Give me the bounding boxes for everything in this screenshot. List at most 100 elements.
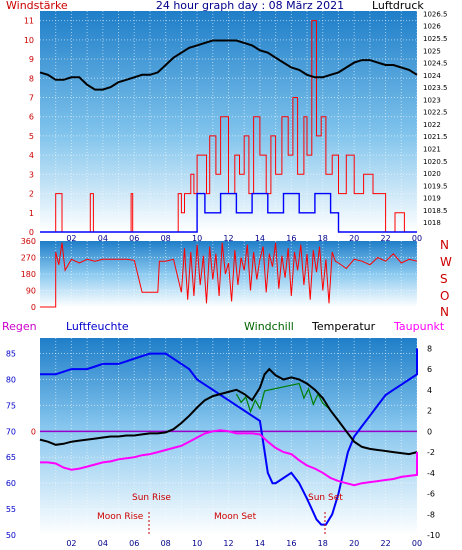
dir-label-o: O [440, 289, 449, 303]
wind-pressure-plot [39, 20, 418, 233]
wind-tick-label: 3 [29, 170, 34, 179]
pressure-tick-label: 1019 [423, 195, 441, 203]
tick-labels: 0123456789101110181018.510191019.5102010… [6, 10, 448, 548]
humidity-tick-label: 60 [6, 479, 16, 488]
wind-tick-label: 7 [29, 93, 34, 102]
wind-tick-label: 0 [29, 228, 34, 237]
sun-set-label: Sun Set [308, 493, 343, 503]
dir-label-n-bottom: N [440, 305, 449, 319]
x-tick-label: 06 [129, 234, 139, 243]
wind-header-label: Windstärke [6, 0, 68, 12]
pressure-tick-label: 1020 [423, 170, 441, 178]
pressure-tick-label: 1019.5 [423, 182, 448, 190]
wind-direction-line [40, 242, 418, 308]
temperature-tick-label: 0 [427, 427, 432, 436]
pressure-line [39, 39, 418, 91]
dewpoint-line [40, 429, 418, 487]
direction-tick-label: 0 [31, 303, 36, 312]
x-tick-label: 16 [286, 539, 296, 548]
temperature-tick-label: 4 [427, 386, 432, 395]
x-tick-label: 18 [318, 539, 328, 548]
wind-tick-label: 1 [29, 209, 34, 218]
x-tick-label: 16 [286, 234, 296, 243]
x-tick-label: 14 [255, 234, 265, 243]
x-tick-label: 22 [380, 539, 390, 548]
x-tick-label: 22 [380, 234, 390, 243]
dir-label-s: S [440, 272, 448, 286]
x-tick-label: 20 [349, 234, 359, 243]
windchill-line [235, 382, 330, 414]
wind-tick-label: 2 [29, 190, 34, 199]
pressure-tick-label: 1022 [423, 121, 441, 129]
wind-tick-label: 5 [29, 132, 34, 141]
temperature-tick-label: -4 [427, 469, 435, 478]
x-tick-label: 02 [66, 234, 76, 243]
x-tick-label: 08 [161, 234, 171, 243]
wind-direction-plot [40, 242, 418, 308]
temperature-tick-label: -2 [427, 448, 435, 457]
moon-rise-label: Moon Rise [97, 512, 144, 522]
pressure-tick-label: 1025.5 [423, 35, 448, 43]
x-tick-label: 12 [223, 539, 233, 548]
direction-tick-label: 90 [26, 287, 36, 296]
wind-tick-label: 10 [24, 36, 34, 45]
temperature-tick-label: 6 [427, 365, 432, 374]
x-tick-label: 14 [255, 539, 265, 548]
temperature-tick-label: 8 [427, 344, 432, 353]
taupunkt-label: Taupunkt [393, 320, 445, 333]
humidity-tick-label: 75 [6, 401, 16, 410]
rain-tick-label: 0 [31, 427, 36, 436]
wind-gust-line [40, 192, 417, 233]
x-tick-label: 04 [98, 234, 108, 243]
x-tick-label: 18 [318, 234, 328, 243]
wind-tick-label: 4 [29, 151, 34, 160]
humidity-tick-label: 70 [6, 427, 16, 436]
wind-tick-label: 6 [29, 113, 34, 122]
humidity-temperature-plot [39, 348, 418, 526]
humidity-tick-label: 80 [6, 375, 16, 384]
x-tick-label: 04 [98, 539, 108, 548]
pressure-tick-label: 1021 [423, 146, 441, 154]
humidity-tick-label: 85 [6, 350, 16, 359]
x-tick-label: 00 [412, 234, 422, 243]
humidity-line [40, 348, 418, 526]
pressure-tick-label: 1024 [423, 72, 441, 80]
temperatur-label: Temperatur [311, 320, 376, 333]
x-tick-label: 10 [192, 539, 202, 548]
x-tick-label: 02 [66, 539, 76, 548]
temperature-line [39, 367, 418, 456]
pressure-tick-label: 1025 [423, 47, 441, 55]
x-tick-label: 06 [129, 539, 139, 548]
direction-tick-label: 270 [21, 254, 36, 263]
pressure-tick-label: 1023 [423, 96, 441, 104]
chart-title: 24 hour graph day : 08 März 2021 [156, 0, 344, 12]
pressure-tick-label: 1018.5 [423, 207, 448, 215]
humidity-tick-label: 50 [6, 531, 16, 540]
pressure-tick-label: 1023.5 [423, 84, 448, 92]
windchill-label: Windchill [244, 320, 294, 333]
wind-tick-label: 8 [29, 74, 34, 83]
x-tick-label: 20 [349, 539, 359, 548]
humidity-temperature-panel [40, 338, 417, 535]
direction-tick-label: 180 [21, 270, 36, 279]
x-tick-label: 00 [412, 539, 422, 548]
x-tick-label: 12 [223, 234, 233, 243]
dir-label-w: W [440, 255, 452, 269]
wind-speed-line [40, 20, 417, 233]
wind-tick-label: 11 [24, 17, 34, 26]
pressure-tick-label: 1021.5 [423, 133, 448, 141]
humidity-tick-label: 55 [6, 505, 16, 514]
pressure-tick-label: 1026.5 [423, 10, 448, 18]
temperature-tick-label: 2 [427, 407, 432, 416]
x-tick-label: 08 [161, 539, 171, 548]
pressure-tick-label: 1026 [423, 23, 441, 31]
temperature-tick-label: -8 [427, 510, 435, 519]
regen-label: Regen [2, 320, 37, 333]
x-tick-label: 10 [192, 234, 202, 243]
pressure-tick-label: 1020.5 [423, 158, 448, 166]
humidity-tick-label: 65 [6, 453, 16, 462]
luftfeuchte-label: Luftfeuchte [66, 320, 129, 333]
direction-tick-label: 360 [21, 237, 36, 246]
